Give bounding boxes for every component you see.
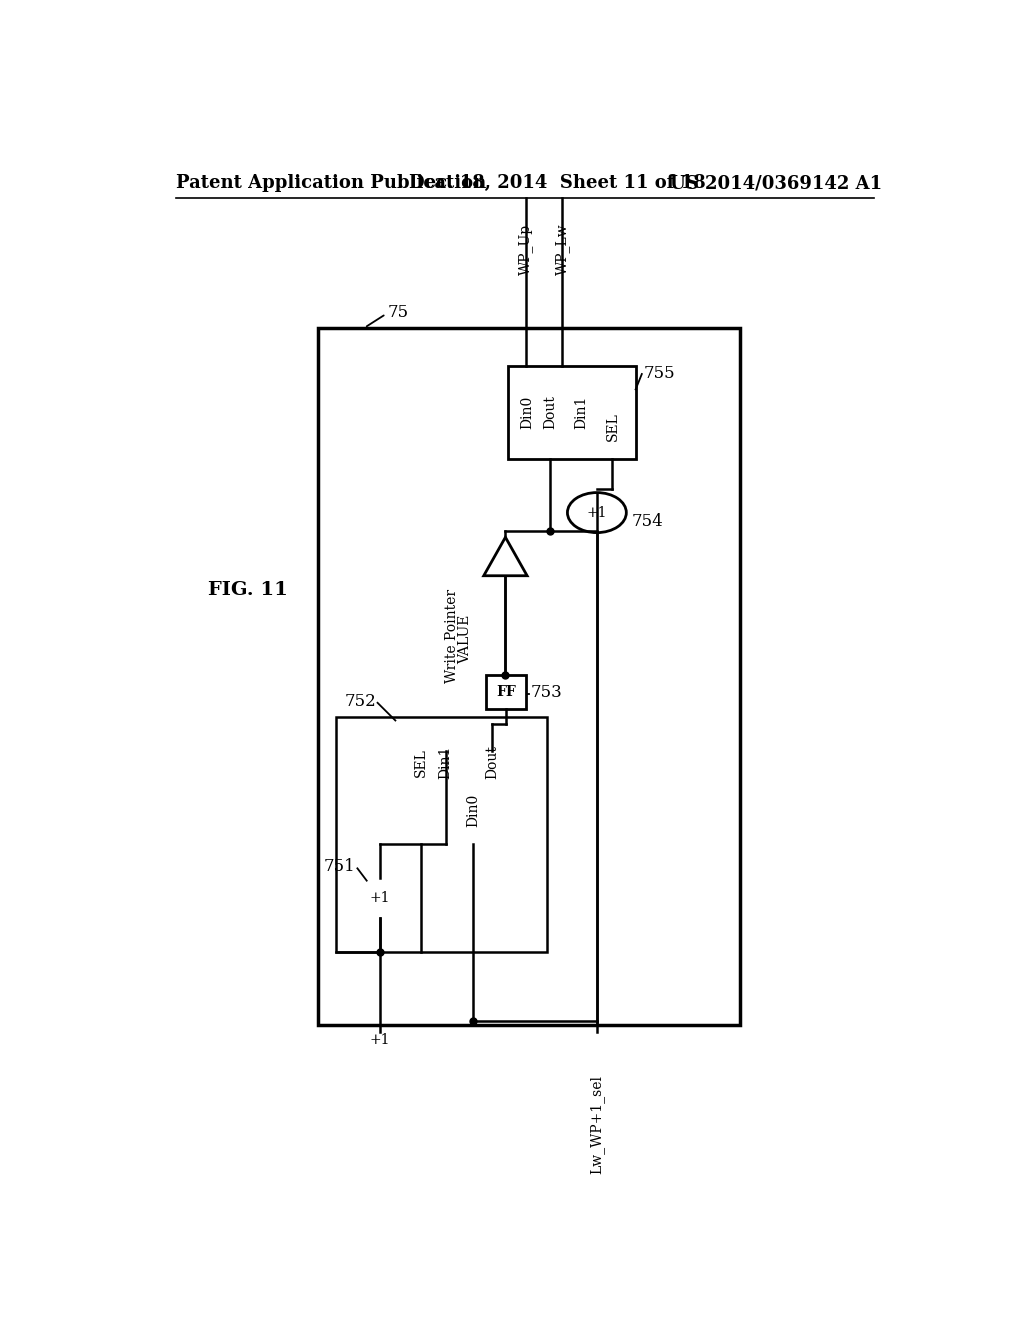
Text: FIG. 11: FIG. 11 (208, 581, 288, 598)
Ellipse shape (567, 492, 627, 533)
Text: Din1: Din1 (438, 746, 453, 779)
Text: 752: 752 (344, 693, 376, 710)
Text: FF: FF (497, 685, 516, 700)
Text: Din0: Din0 (520, 396, 535, 429)
Text: +1: +1 (587, 506, 607, 520)
Bar (336, 717, 547, 952)
Text: Dec. 18, 2014  Sheet 11 of 18: Dec. 18, 2014 Sheet 11 of 18 (409, 174, 706, 191)
Text: 75: 75 (388, 304, 409, 321)
Text: 754: 754 (632, 513, 664, 531)
Text: Lw_WP+1_sel: Lw_WP+1_sel (590, 1074, 604, 1173)
Text: Write Pointer: Write Pointer (445, 589, 459, 682)
Bar (399, 725, 535, 843)
Bar (317, 327, 740, 1024)
Text: Dout: Dout (544, 396, 557, 429)
Text: VALUE: VALUE (458, 615, 472, 664)
Text: +1: +1 (370, 891, 390, 904)
Bar (508, 367, 636, 459)
Text: WP_Lw: WP_Lw (555, 224, 569, 276)
Text: US 2014/0369142 A1: US 2014/0369142 A1 (671, 174, 883, 191)
Text: WP_Up: WP_Up (518, 224, 534, 276)
Text: 753: 753 (531, 684, 563, 701)
Bar (486, 675, 526, 709)
Text: 751: 751 (325, 858, 356, 875)
Text: Dout: Dout (485, 746, 500, 780)
Text: SEL: SEL (605, 412, 620, 441)
Text: 755: 755 (643, 366, 675, 383)
Text: Din0: Din0 (466, 793, 480, 826)
Text: Patent Application Publication: Patent Application Publication (176, 174, 486, 191)
Text: Din1: Din1 (574, 396, 589, 429)
Ellipse shape (350, 878, 410, 917)
Text: +1: +1 (370, 1034, 390, 1047)
Text: SEL: SEL (414, 748, 428, 777)
